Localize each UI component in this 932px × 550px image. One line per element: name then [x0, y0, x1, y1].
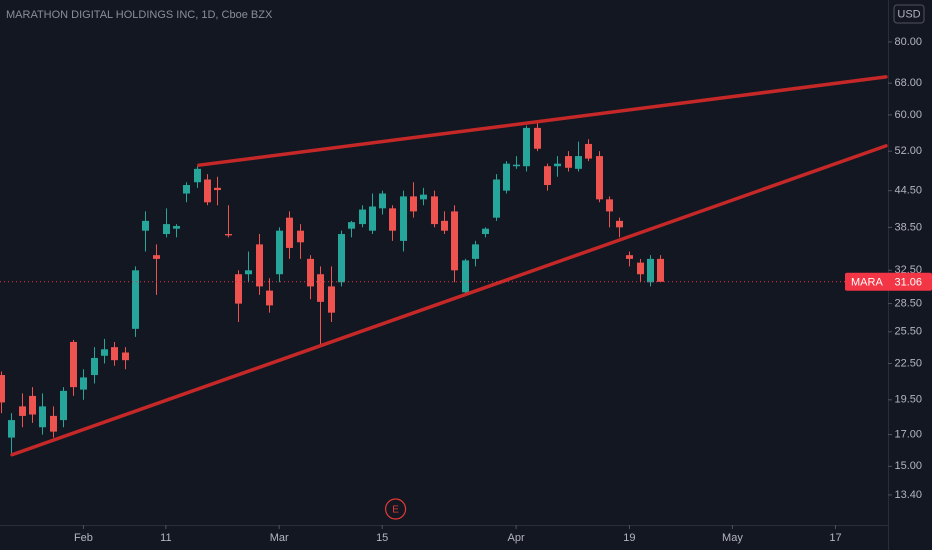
candle-body	[441, 220, 448, 231]
candle-body	[472, 244, 479, 259]
y-tick-label: 19.50	[894, 394, 922, 406]
candle-body	[163, 224, 170, 235]
currency: USD	[897, 8, 920, 20]
candle-body	[606, 199, 613, 212]
candle-body	[194, 168, 201, 183]
x-tick-label: Mar	[270, 532, 289, 544]
candle-body	[389, 208, 396, 231]
event-label: E	[392, 505, 399, 516]
candle-body	[565, 156, 572, 168]
trendline	[197, 75, 888, 167]
candle-body	[39, 406, 46, 428]
candle-body	[328, 286, 335, 313]
candle-body	[256, 244, 263, 287]
candle-body	[235, 274, 242, 304]
y-tick-label: 38.50	[894, 221, 922, 233]
candle-body	[142, 220, 149, 231]
candle-body	[616, 220, 623, 228]
candle-body	[575, 156, 582, 169]
candle-body	[544, 166, 551, 186]
candle-body	[493, 179, 500, 218]
candle-body	[513, 164, 520, 167]
candle-body	[214, 187, 221, 191]
y-tick-label: 44.50	[894, 185, 922, 197]
candle-body	[369, 206, 376, 231]
candle-body	[286, 217, 293, 248]
candle-body	[19, 406, 26, 416]
y-tick-label: 22.50	[894, 357, 922, 369]
candle-body	[647, 258, 654, 283]
y-tick-label: 13.40	[894, 489, 922, 501]
candle-body	[317, 274, 324, 302]
candle-body	[307, 258, 314, 287]
candle-body	[657, 258, 664, 282]
candle-body	[554, 163, 561, 167]
candle-body	[410, 196, 417, 212]
candle-body	[585, 143, 592, 159]
y-tick-label: 68.00	[894, 77, 922, 89]
chart-title: MARATHON DIGITAL HOLDINGS INC, 1D, Cboe …	[6, 9, 273, 21]
candle-body	[451, 211, 458, 271]
candle-body	[523, 127, 530, 167]
candle-body	[132, 270, 139, 329]
candle-body	[348, 222, 355, 229]
candle-body	[482, 228, 489, 235]
candle-body	[80, 377, 87, 390]
candle-body	[204, 179, 211, 203]
candle-body	[462, 260, 469, 293]
candle-body	[400, 196, 407, 241]
candle-body	[50, 415, 57, 432]
candle-body	[153, 255, 160, 259]
y-tick-label: 25.50	[894, 326, 922, 338]
x-tick-label: 17	[829, 532, 841, 544]
y-tick-label: 80.00	[894, 36, 922, 48]
x-tick-label: Feb	[74, 532, 93, 544]
price-tag-symbol: MARA	[851, 277, 883, 289]
price-tag-value: 31.06	[894, 277, 922, 289]
y-tick-label: 17.00	[894, 428, 922, 440]
candle-body	[225, 234, 232, 236]
x-tick-label: 15	[376, 532, 388, 544]
price-tag	[845, 272, 932, 291]
candle-body	[379, 193, 386, 209]
candle-body	[60, 390, 67, 421]
x-tick-label: Apr	[508, 532, 525, 544]
candle-body	[503, 163, 510, 191]
candle-body	[91, 357, 98, 376]
candle-body	[70, 341, 77, 388]
candle-body	[183, 185, 190, 194]
candle-body	[534, 127, 541, 149]
candle-body	[359, 209, 366, 225]
candle-body	[122, 352, 129, 361]
candle-body	[245, 270, 252, 275]
candle-body	[266, 290, 273, 306]
candle-body	[626, 255, 633, 259]
candle-body	[0, 375, 5, 403]
candle-body	[29, 395, 36, 415]
candle-body	[276, 230, 283, 275]
y-tick-label: 52.00	[894, 145, 922, 157]
x-tick-label: May	[722, 532, 743, 544]
candle-body	[637, 262, 644, 275]
candle-body	[431, 196, 438, 225]
trendline	[10, 144, 888, 457]
event-marker	[384, 498, 407, 520]
candle-body	[8, 420, 15, 438]
currency-box[interactable]	[893, 4, 925, 24]
candle-body	[297, 230, 304, 243]
candle-body	[101, 349, 108, 356]
candle-body	[338, 234, 345, 283]
y-tick-label: 28.50	[894, 298, 922, 310]
candle-body	[173, 226, 180, 229]
y-tick-label: 60.00	[894, 109, 922, 121]
candle-body	[420, 194, 427, 200]
y-tick-label: 15.00	[894, 460, 922, 472]
x-tick-label: 19	[623, 532, 635, 544]
candle-body	[111, 347, 118, 361]
x-tick-label: 11	[160, 532, 171, 544]
candle-body	[596, 156, 603, 200]
